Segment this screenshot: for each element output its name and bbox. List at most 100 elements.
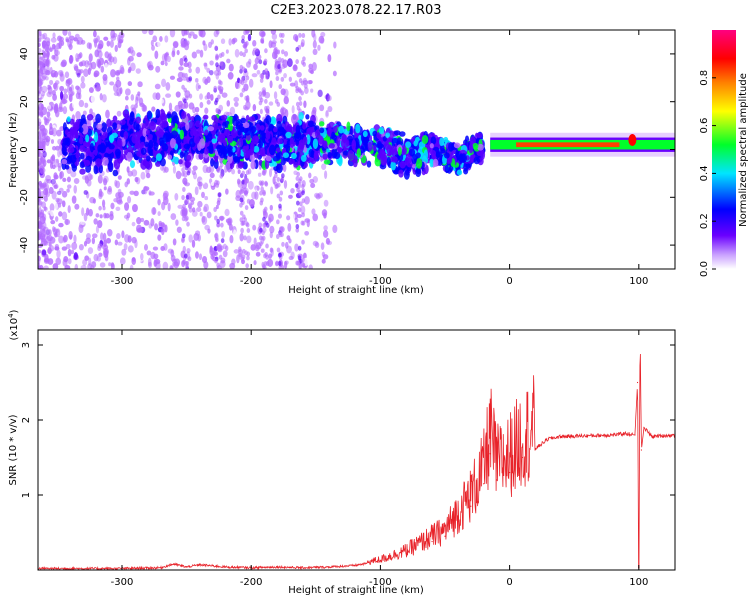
spectrogram-speckle xyxy=(104,95,108,102)
spectrogram-streak xyxy=(215,237,219,243)
spectrogram-streak xyxy=(188,203,192,209)
spectrogram-speckle xyxy=(43,265,49,269)
spectrogram-speckle xyxy=(151,106,156,112)
spectrogram-band-cell xyxy=(396,140,403,147)
spectrogram-speckle xyxy=(43,188,48,196)
spectrogram-streak xyxy=(258,91,263,97)
spectrogram-speckle xyxy=(48,242,52,247)
spectrogram-streak xyxy=(279,226,284,232)
spectrogram-speckle xyxy=(52,32,56,39)
spectrogram-speckle xyxy=(165,82,171,91)
spectrogram-streak xyxy=(275,261,279,267)
spectrogram-speckle xyxy=(175,188,180,194)
spectrogram-band-cell xyxy=(269,116,277,126)
spectrogram-band-cell xyxy=(173,156,180,165)
spectrogram-speckle xyxy=(129,190,135,195)
spectrogram-band-cell xyxy=(276,138,283,145)
spectrogram-speckle xyxy=(76,72,81,78)
spectrogram-speckle xyxy=(142,53,149,60)
spectrogram-speckle xyxy=(237,180,243,188)
spectrogram-speckle xyxy=(252,39,257,47)
spectrogram-speckle xyxy=(271,33,278,40)
spectrogram-streak xyxy=(239,51,243,57)
snr-y-multiplier: (x104) xyxy=(7,309,20,340)
snr-series-line xyxy=(38,353,675,570)
spectrogram-speckle xyxy=(131,221,136,227)
spectrogram-streak xyxy=(281,241,285,247)
spectrogram-speckle xyxy=(147,64,154,71)
spectrogram-speckle xyxy=(204,78,209,85)
spectrogram-speckle xyxy=(52,263,59,269)
spectrogram-speckle xyxy=(134,176,139,183)
spectrogram-band-cell xyxy=(336,136,341,148)
spectrogram-speckle xyxy=(248,199,255,207)
spectrogram-speckle xyxy=(220,38,226,45)
spectrogram-speckle xyxy=(225,188,229,195)
spectrogram-speckle xyxy=(62,106,68,115)
spectrogram-speckle xyxy=(59,90,64,100)
spectrogram-speckle xyxy=(327,54,332,63)
spectrogram-speckle xyxy=(47,104,52,110)
spectrogram-speckle xyxy=(41,201,47,209)
spectrogram-speckle xyxy=(163,166,169,173)
spectrogram-streak xyxy=(244,205,249,211)
spectrogram-speckle xyxy=(56,158,60,164)
spectrogram-speckle xyxy=(42,213,47,222)
spectrogram-speckle xyxy=(143,185,148,195)
spectrogram-speckle xyxy=(38,36,42,43)
spectrogram-band-cell xyxy=(276,163,283,174)
spectrogram-speckle xyxy=(38,114,42,123)
spectrogram-x-tick-label: -300 xyxy=(111,276,134,287)
spectrogram-streak xyxy=(295,101,300,107)
spectrogram-band-cell xyxy=(83,159,91,167)
spectrogram-speckle xyxy=(161,228,165,236)
spectrogram-streak xyxy=(263,58,268,64)
spectrogram-band-cell xyxy=(298,112,304,121)
spectrogram-band-cell xyxy=(115,124,122,130)
spectrogram-streak xyxy=(262,210,267,216)
spectrogram-streak xyxy=(274,49,279,55)
spectrogram-streak xyxy=(301,198,306,204)
spectrogram-streak xyxy=(295,224,300,230)
spectrogram-speckle xyxy=(313,33,317,42)
spectrogram-speckle xyxy=(255,251,261,257)
spectrogram-speckle xyxy=(84,102,89,108)
spectrogram-band-cell xyxy=(129,160,136,169)
spectrogram-band-cell xyxy=(139,135,146,142)
spectrogram-speckle xyxy=(170,213,177,221)
spectrogram-band-cell xyxy=(82,140,88,147)
spectrogram-band-cell xyxy=(167,154,173,160)
spectrogram-band-cell xyxy=(421,135,429,145)
spectrogram-streak xyxy=(220,238,225,244)
spectrogram-speckle xyxy=(57,35,62,42)
spectrogram-speckle xyxy=(202,40,206,46)
spectrogram-band-cell xyxy=(84,147,91,154)
spectrogram-speckle xyxy=(101,199,106,208)
spectrogram-band-cell xyxy=(61,158,68,165)
spectrogram-speckle xyxy=(270,30,277,35)
spectrogram-speckle xyxy=(196,207,202,213)
colorbar-tick-label: 0.4 xyxy=(699,165,710,181)
spectrogram-band-cell xyxy=(352,159,358,168)
spectrogram-speckle xyxy=(74,203,80,210)
spectrogram-speckle xyxy=(207,228,211,234)
spectrogram-speckle xyxy=(222,250,228,258)
spectrogram-speckle xyxy=(246,235,252,244)
spectrogram-streak xyxy=(188,193,193,199)
spectrogram-speckle xyxy=(68,95,72,101)
spectrogram-streak xyxy=(280,76,285,82)
spectrogram-speckle xyxy=(115,180,121,189)
spectrogram-band-cell xyxy=(385,132,391,138)
spectrogram-speckle xyxy=(38,47,42,53)
spectrogram-streak xyxy=(186,221,190,227)
spectrogram-band-cell xyxy=(337,155,343,167)
spectrogram-speckle xyxy=(312,40,317,49)
spectrogram-streak xyxy=(217,70,222,76)
spectrogram-band-cell xyxy=(284,121,290,131)
spectrogram-speckle xyxy=(69,55,74,63)
spectrogram-speckle xyxy=(196,49,201,54)
spectrogram-speckle xyxy=(195,230,201,236)
spectrogram-band-cell xyxy=(198,152,204,160)
spectrogram-band-cell xyxy=(148,133,153,140)
